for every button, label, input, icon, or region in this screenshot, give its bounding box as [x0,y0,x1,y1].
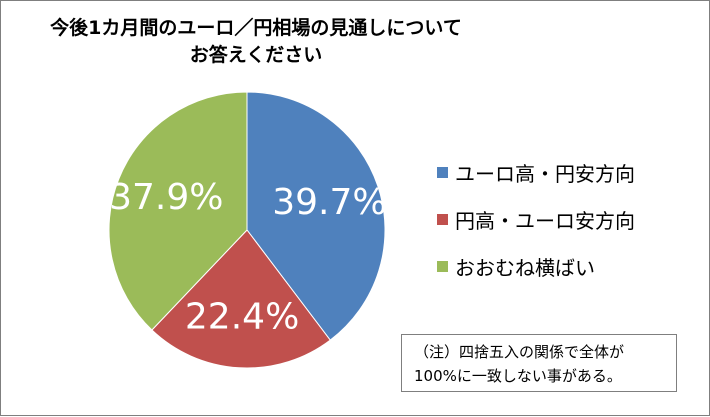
legend-label-yen-up: 円高・ユーロ安方向 [455,208,635,233]
legend-item-yen-up: 円高・ユーロ安方向 [437,204,635,234]
footnote-line-2: 100%に一致しない事がある。 [414,367,622,385]
pie-slice-yen-up [151,229,331,369]
pie-slices [108,91,386,369]
chart-title: 今後1カ月間のユーロ／円相場の見通しについて お答えください [41,15,471,69]
legend-swatch-euro-up [437,166,448,178]
footnote-box: （注）四捨五入の関係で全体が 100%に一致しない事がある。 [401,334,677,392]
legend-label-flat: おおむね横ばい [455,255,595,280]
legend-label-euro-up: ユーロ高・円安方向 [455,161,635,186]
slice-label-euro-up: 39.7% [272,182,386,223]
footnote-line-1: （注）四捨五入の関係で全体が [414,343,625,361]
slice-label-flat: 37.9% [109,177,223,218]
legend-item-euro-up: ユーロ高・円安方向 [437,157,635,187]
legend-swatch-yen-up [437,213,448,225]
legend-item-flat: おおむね横ばい [437,251,635,281]
chart-title-line-2: お答えください [189,44,323,66]
slice-label-yen-up: 22.4% [185,296,299,337]
legend-swatch-flat [437,260,448,272]
pie-slice-flat [108,91,248,331]
pie-slice-euro-up [246,91,386,341]
pie-slice-labels: 39.7% 22.4% 37.9% [109,177,386,337]
legend: ユーロ高・円安方向 円高・ユーロ安方向 おおむね横ばい [437,157,635,298]
chart-title-line-1: 今後1カ月間のユーロ／円相場の見通しについて [50,17,462,39]
